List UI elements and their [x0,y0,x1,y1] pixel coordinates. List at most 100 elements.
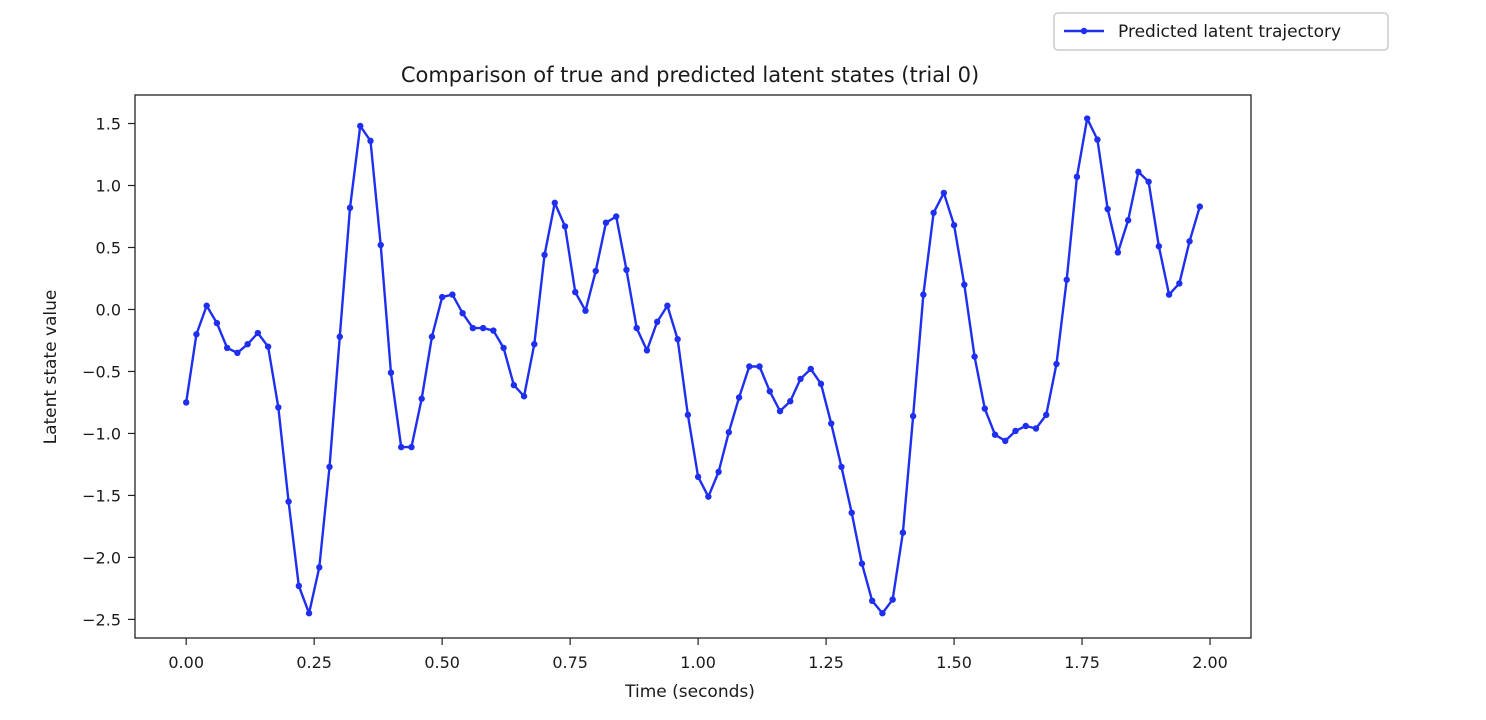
x-tick-label: 0.25 [296,653,332,672]
data-point [1012,427,1019,435]
legend-box [1053,12,1389,51]
x-tick-label: 2.00 [1192,653,1228,672]
y-axis-ticks: 1.5 1.0 0.5 0.0 −0.5 −1.0 −1.5 −2.0 −2.5 [82,115,135,629]
data-point [449,291,456,298]
data-point [684,411,692,419]
data-point [418,395,425,402]
data-point [643,347,651,354]
data-point [1186,238,1193,245]
data-point [336,333,343,340]
data-point [223,344,231,352]
data-point [950,221,958,229]
x-tick-label: 1.50 [936,653,972,672]
data-point [469,324,477,332]
data-point [971,353,978,360]
data-point [1063,276,1070,283]
data-point [305,610,313,617]
data-point [807,365,814,373]
y-tick-label: 0.0 [96,300,121,319]
data-point [193,331,200,338]
data-point [572,288,579,296]
legend: Predicted latent trajectory [1053,12,1389,51]
data-point [275,404,282,411]
data-point [1002,437,1009,445]
data-point [1155,243,1163,250]
data-point [244,340,251,348]
data-point [551,199,558,207]
data-point [438,293,446,301]
data-point [940,189,948,197]
series-layer [182,115,1204,617]
x-tick-label: 1.75 [1064,653,1100,672]
data-point [254,329,262,337]
data-point [1032,425,1040,432]
y-tick-label: 1.5 [96,115,121,134]
data-point [613,213,620,220]
data-point [633,324,640,332]
data-point [316,564,323,571]
data-point [326,463,333,471]
y-tick-label: −1.5 [82,486,121,505]
series-line [185,117,1201,615]
y-tick-label: −2.5 [82,610,121,629]
data-point [981,405,988,412]
data-point [295,582,303,590]
data-point [1053,360,1060,368]
data-point [428,333,436,340]
data-point [531,340,538,348]
data-point [459,309,466,317]
data-point [735,394,743,401]
data-point [664,302,671,309]
data-point [991,431,999,438]
data-point [756,363,763,370]
data-point [715,468,722,476]
data-point [1073,173,1081,181]
data-point [213,319,221,327]
x-tick-label: 1.25 [808,653,844,672]
data-point [561,223,569,230]
data-point [500,344,507,352]
data-point [1022,422,1029,430]
data-point [1145,178,1152,185]
x-tick-label: 0.00 [168,653,204,672]
data-point [858,560,866,567]
data-point [285,498,292,505]
data-point [357,122,364,130]
x-tick-label: 0.75 [552,653,588,672]
data-point [838,463,845,471]
data-point [541,251,548,259]
legend-label: Predicted latent trajectory [1118,22,1341,42]
data-point [346,204,354,212]
data-point [787,398,794,405]
data-point [623,266,630,273]
data-point [746,363,753,370]
data-point [653,318,661,326]
data-point [879,610,886,617]
x-axis-ticks: 0.00 0.25 0.50 0.75 1.00 1.25 1.50 1.75 2.00 [168,638,1228,672]
data-point [1114,249,1122,256]
data-point [479,324,487,332]
y-tick-label: −0.5 [82,362,121,381]
data-point [1135,168,1142,176]
chart-title: Comparison of true and predicted latent … [401,63,979,87]
data-point [848,509,855,516]
data-point [490,327,497,334]
data-point [797,375,804,383]
data-point [776,407,784,415]
data-point [705,493,712,500]
data-point [1165,291,1173,298]
data-point [203,302,210,309]
data-point [725,429,733,436]
data-point [1083,115,1091,122]
data-point [1176,280,1183,287]
data-point [899,529,907,536]
y-tick-label: 1.0 [96,177,121,196]
x-tick-label: 1.00 [680,653,716,672]
data-point [408,443,415,451]
data-point [182,399,190,406]
y-axis-label: Latent state value [41,290,61,445]
data-point [920,291,927,298]
data-point [909,412,917,420]
y-tick-label: 0.5 [96,238,121,257]
y-tick-label: −1.0 [82,424,121,443]
